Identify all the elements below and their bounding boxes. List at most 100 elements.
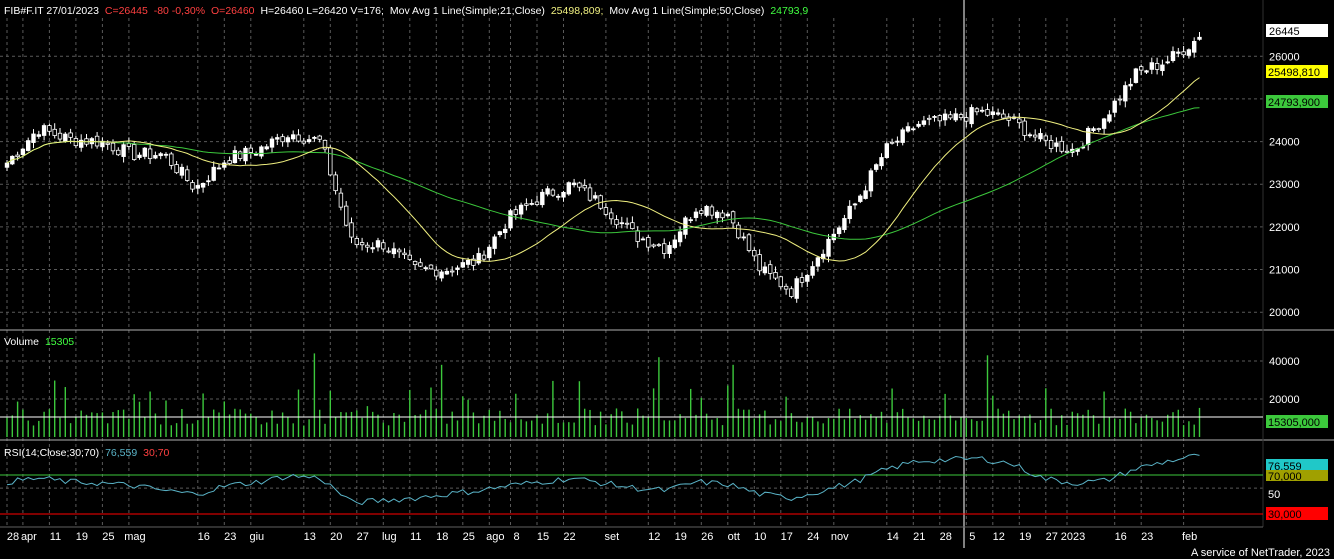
candle-down — [354, 238, 359, 246]
volume-bar — [880, 411, 883, 437]
candle-down — [190, 182, 195, 190]
volume-bar — [1135, 423, 1137, 437]
volume-bar — [833, 418, 835, 437]
rsi-30-badge-text: 30,000 — [1268, 509, 1302, 521]
candle-up — [179, 166, 185, 176]
candle-down — [396, 249, 402, 253]
x-tick-label: feb — [1182, 531, 1197, 543]
candle-up — [990, 111, 995, 116]
candle-up — [1107, 114, 1112, 122]
header-symbol: FIB#F.IT 27/01/2023 — [4, 5, 99, 17]
candle-down — [1154, 63, 1160, 70]
candle-down — [47, 125, 52, 132]
volume-bar — [647, 417, 649, 437]
candle-up — [476, 253, 481, 264]
price-y-tick: 26000 — [1269, 51, 1300, 63]
volume-bar — [965, 418, 967, 437]
candle-down — [609, 212, 614, 220]
volume-bar — [621, 411, 623, 437]
volume-bar — [642, 415, 644, 437]
volume-bar — [414, 415, 416, 437]
candle-up — [1176, 51, 1181, 54]
volume-bar — [271, 410, 273, 437]
volume-bar — [912, 418, 914, 437]
rsi-levels: 30;70 — [143, 447, 169, 459]
candle-up — [884, 143, 889, 158]
volume-bar — [1092, 415, 1095, 437]
x-tick-label: 23 — [1141, 531, 1153, 543]
rsi-value: 76,559 — [105, 447, 137, 459]
last-close-badge — [1266, 24, 1328, 37]
volume-bar — [1061, 415, 1063, 437]
volume-value: 15305 — [45, 336, 74, 348]
candle-up — [805, 274, 810, 282]
x-tick-label: 27 — [357, 531, 369, 543]
candle-up — [995, 112, 1001, 115]
ma21-badge-text: 25498,810 — [1268, 67, 1320, 79]
volume-bar — [599, 411, 602, 437]
volume-bar — [690, 388, 692, 437]
volume-bar — [536, 415, 538, 437]
header-ma1-value: 25498,809; — [551, 5, 604, 17]
volume-bar — [674, 420, 676, 437]
volume-bar — [515, 393, 517, 437]
volume-bar — [806, 417, 808, 437]
volume-bar — [149, 391, 151, 437]
volume-bar — [64, 387, 66, 437]
volume-bar — [1182, 425, 1185, 437]
candle-up — [137, 154, 142, 158]
candle-down — [471, 258, 476, 266]
candle-down — [184, 169, 190, 181]
candle-up — [921, 120, 927, 125]
candle-up — [895, 140, 900, 143]
volume-bar — [276, 423, 278, 437]
candle-down — [699, 210, 704, 214]
volume-bar — [96, 413, 98, 437]
candle-up — [142, 147, 147, 157]
candle-up — [306, 139, 312, 143]
volume-bar — [849, 408, 851, 437]
volume-bar — [377, 414, 379, 437]
candle-down — [365, 244, 370, 248]
candle-up — [391, 248, 397, 255]
candle-down — [1096, 128, 1101, 131]
candle-down — [1022, 120, 1027, 136]
volume-bar — [350, 411, 353, 437]
volume-bar — [886, 422, 888, 437]
volume-bar — [1039, 419, 1042, 437]
volume-badge — [1266, 415, 1328, 428]
candle-down — [174, 164, 179, 174]
volume-bar — [541, 423, 543, 437]
candle-down — [481, 254, 487, 260]
volume-bar — [191, 423, 194, 437]
volume-bar — [59, 417, 61, 437]
volume-bar — [801, 422, 803, 437]
volume-bar — [69, 423, 72, 437]
candle-up — [211, 166, 216, 181]
volume-bar — [1076, 413, 1079, 437]
volume-bar — [16, 401, 19, 437]
candle-down — [68, 132, 73, 138]
x-tick-label: 22 — [563, 531, 575, 543]
candle-down — [349, 222, 354, 238]
volume-bar — [753, 418, 755, 437]
volume-bar — [11, 415, 13, 437]
candle-down — [434, 269, 439, 277]
volume-bar — [1002, 413, 1005, 437]
candle-up — [969, 107, 974, 125]
volume-bar — [319, 409, 321, 437]
candle-up — [1170, 51, 1176, 61]
candle-down — [402, 252, 407, 256]
candle-up — [911, 128, 916, 131]
volume-bar — [1172, 412, 1174, 437]
candle-down — [428, 264, 434, 270]
volume-bar — [509, 422, 512, 437]
x-tick-label: 16 — [198, 531, 210, 543]
volume-bar — [552, 380, 554, 437]
volume-bar — [393, 413, 395, 437]
candle-down — [889, 141, 895, 144]
volume-bar — [1151, 417, 1153, 437]
candle-down — [746, 234, 752, 251]
candle-down — [386, 250, 391, 253]
candle-up — [1086, 127, 1091, 145]
